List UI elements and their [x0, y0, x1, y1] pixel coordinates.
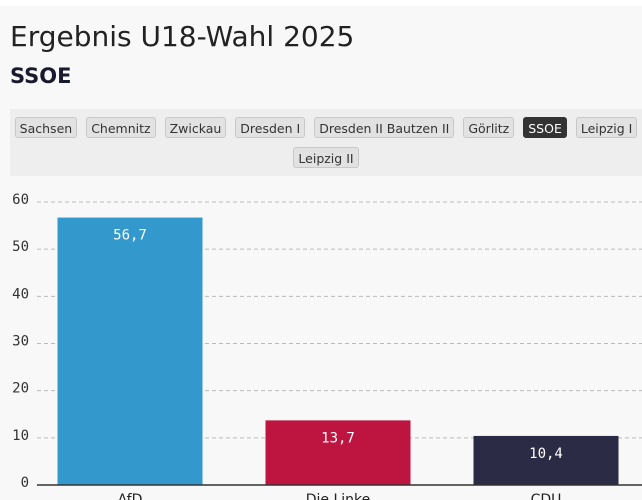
region-button[interactable]: Zwickau	[164, 117, 227, 138]
region-buttons: Sachsen Chemnitz Zwickau Dresden I Dresden I…	[10, 109, 642, 176]
region-button[interactable]: SSOE	[523, 117, 567, 138]
bar	[265, 420, 411, 485]
y-tick-label: 10	[12, 428, 29, 444]
y-tick-label: 40	[12, 286, 29, 302]
y-tick-label: 50	[12, 239, 29, 255]
region-button[interactable]: Dresden I	[235, 117, 306, 138]
region-button[interactable]: Leipzig II	[293, 147, 359, 168]
chart: 0 10 20 30 40 50 60 56,7 AfD 13,7 Die Linke 10,4 CDU	[12, 192, 642, 500]
region-button[interactable]: Dresden II Bautzen II	[314, 117, 455, 138]
x-tick-label: CDU	[531, 492, 562, 500]
bar	[57, 217, 203, 485]
value-label: 13,7	[321, 430, 355, 446]
value-label: 56,7	[113, 228, 147, 244]
y-tick-label: 60	[12, 192, 29, 208]
region-button[interactable]: Leipzig I	[575, 117, 638, 138]
bar	[473, 435, 619, 485]
top-strip	[0, 0, 642, 6]
y-tick-label: 30	[12, 334, 29, 350]
title: Ergebnis U18-Wahl 2025	[10, 20, 355, 53]
subtitle: SSOE	[10, 64, 72, 88]
y-tick-label: 0	[21, 475, 29, 491]
x-tick-label: AfD	[118, 492, 143, 500]
y-tick-label: 20	[12, 381, 29, 397]
value-label: 10,4	[529, 446, 563, 462]
region-button[interactable]: Görlitz	[463, 117, 515, 138]
x-tick-label: Die Linke	[306, 492, 371, 500]
region-button[interactable]: Sachsen	[14, 117, 78, 138]
region-button[interactable]: Chemnitz	[86, 117, 156, 138]
